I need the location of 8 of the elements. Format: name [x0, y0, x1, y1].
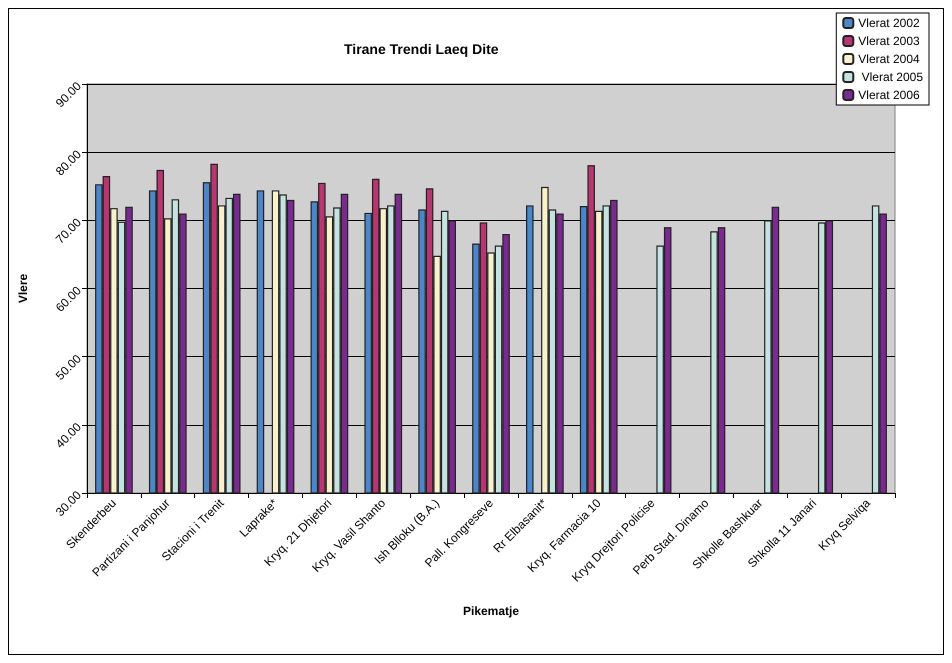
y-axis-title: Vlere: [16, 274, 30, 304]
legend-label: Vlerat 2006: [858, 88, 920, 102]
legend-label: Vlerat 2005: [858, 70, 924, 84]
legend-label: Vlerat 2002: [858, 16, 920, 30]
legend-label: Vlerat 2003: [858, 34, 920, 48]
legend-label: Vlerat 2004: [858, 52, 920, 66]
chart-title: Tirane Trendi Laeq Dite: [344, 41, 499, 57]
x-axis-title: Pikematje: [462, 604, 520, 618]
